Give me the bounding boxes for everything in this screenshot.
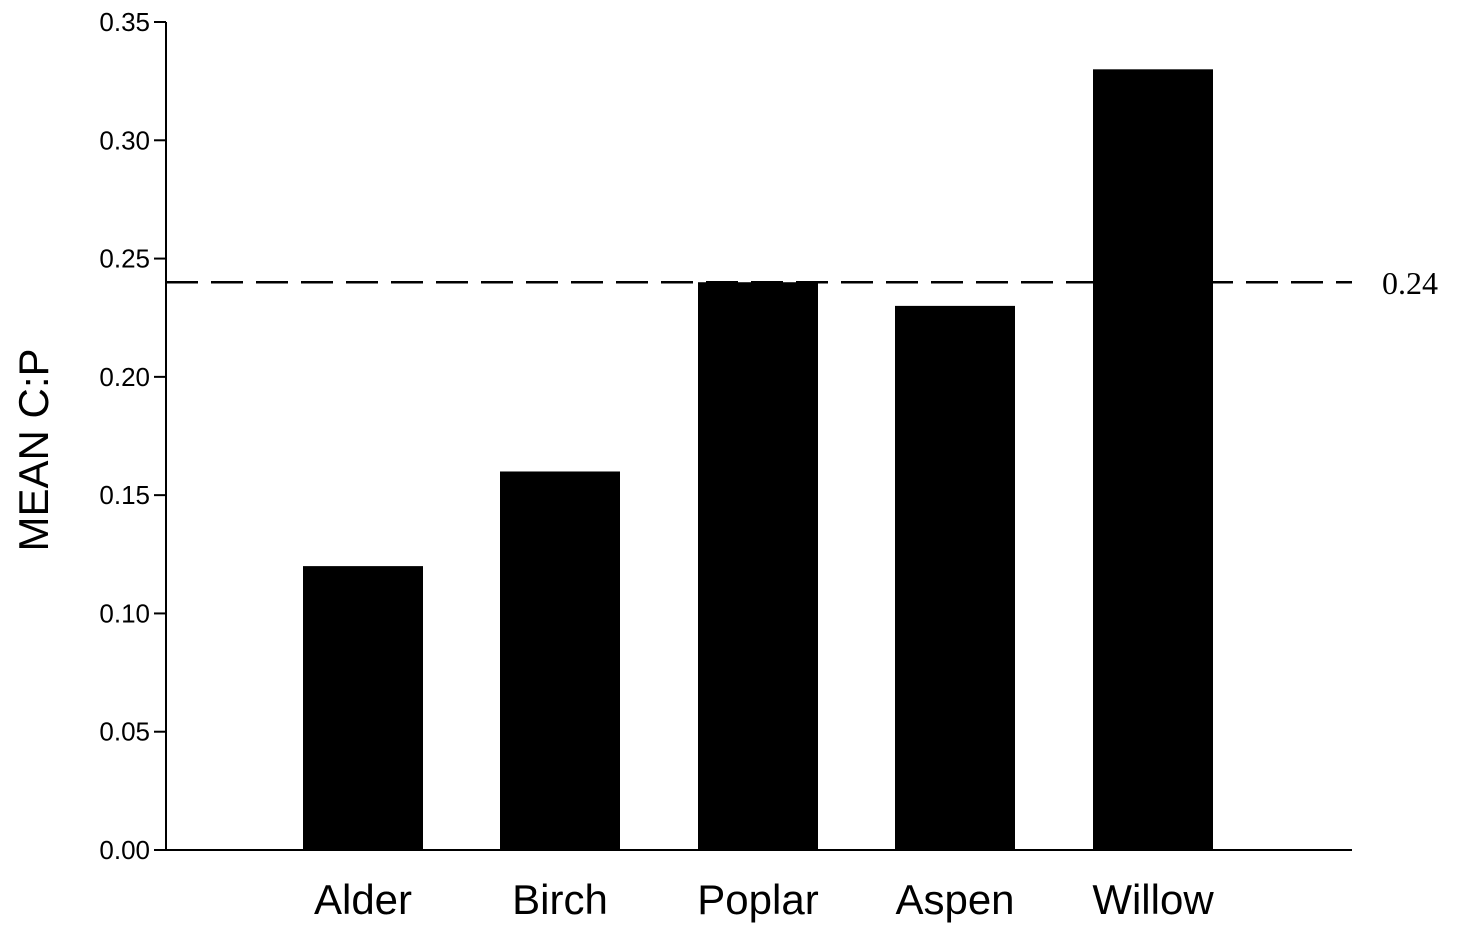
bar-willow <box>1093 69 1213 851</box>
y-tick-label: 0.25 <box>99 244 150 274</box>
reference-line-layer: 0.24 <box>166 265 1438 301</box>
x-tick-label-poplar: Poplar <box>697 876 818 923</box>
axes-layer <box>154 21 1352 851</box>
y-axis-title: MEAN C:P <box>10 348 57 551</box>
y-tick-label: 0.30 <box>99 125 150 155</box>
bar-birch <box>500 471 620 850</box>
bars-layer <box>303 69 1213 851</box>
x-tick-label-aspen: Aspen <box>895 876 1014 923</box>
y-tick-label: 0.35 <box>99 7 150 37</box>
y-tick-label: 0.05 <box>99 717 150 747</box>
bar-poplar <box>698 282 818 850</box>
y-tick-label: 0.00 <box>99 835 150 865</box>
y-tick-label: 0.20 <box>99 362 150 392</box>
bar-aspen <box>895 305 1015 850</box>
x-tick-label-willow: Willow <box>1092 876 1214 923</box>
y-tick-label: 0.10 <box>99 598 150 628</box>
y-tick-label: 0.15 <box>99 480 150 510</box>
x-tick-label-alder: Alder <box>314 876 412 923</box>
x-tick-label-birch: Birch <box>512 876 608 923</box>
bar-alder <box>303 566 423 850</box>
reference-line-label: 0.24 <box>1382 265 1438 301</box>
labels-layer: Alder Birch Poplar Aspen Willow 0.00 0.05 0.10 0… <box>99 7 1214 923</box>
